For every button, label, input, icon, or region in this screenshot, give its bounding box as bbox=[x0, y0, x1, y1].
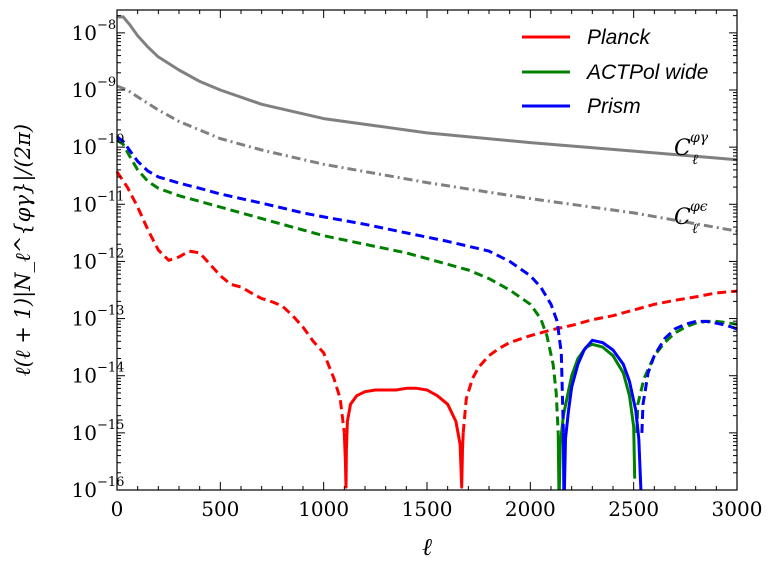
y-tick-exponent-6: −11 bbox=[97, 189, 124, 204]
series-prism-segment-1 bbox=[116, 135, 565, 433]
x-tick-label-2000: 2000 bbox=[505, 497, 556, 521]
y-tick-exponent-7: −10 bbox=[97, 132, 124, 147]
annotation-cl-phi-gamma-sub: ℓ bbox=[692, 152, 698, 168]
y-tick-label-1: 10 bbox=[72, 478, 97, 502]
annotation-cl-phi-gamma: C φγ ℓ bbox=[674, 130, 709, 168]
y-tick-label-8: 10 bbox=[72, 78, 97, 102]
y-tick-exponent-5: −12 bbox=[97, 246, 124, 261]
x-axis-label: ℓ bbox=[422, 533, 432, 561]
annotation-cl-phi-eps-sup: φϵ bbox=[690, 199, 708, 215]
y-tick-label-6: 10 bbox=[72, 192, 97, 216]
annotation-cl-phi-gamma-sup: φγ bbox=[690, 130, 709, 146]
annotation-cl-phi-eps-base: C bbox=[674, 205, 691, 230]
y-tick-label-9: 10 bbox=[72, 21, 97, 45]
legend-label-prism: Prism bbox=[587, 95, 641, 118]
legend-label-planck: Planck bbox=[587, 26, 652, 49]
x-tick-label-0: 0 bbox=[111, 497, 124, 521]
y-tick-label-3: 10 bbox=[72, 364, 97, 388]
legend: Planck ACTPol wide Prism bbox=[522, 26, 708, 118]
annotation-cl-phi-gamma-base: C bbox=[674, 136, 691, 161]
series-cl-phi-gamma-line bbox=[117, 15, 738, 162]
y-tick-exponent-3: −14 bbox=[97, 361, 124, 376]
series-cl-phi-eps-line bbox=[116, 84, 738, 233]
plot-frame bbox=[116, 9, 738, 491]
x-tick-label-3000: 3000 bbox=[712, 497, 763, 521]
series-layer bbox=[115, 15, 738, 491]
x-tick-label-1500: 1500 bbox=[402, 497, 453, 521]
y-axis-label: ℓ(ℓ + 1)|N_ℓ^{φγ}|/(2π) bbox=[11, 124, 36, 376]
y-tick-label-2: 10 bbox=[72, 421, 97, 445]
x-tick-label-500: 500 bbox=[201, 497, 239, 521]
x-tick-label-2500: 2500 bbox=[608, 497, 659, 521]
y-tick-label-5: 10 bbox=[72, 249, 97, 273]
y-tick-exponent-2: −15 bbox=[97, 418, 124, 433]
series-planck-segment-3 bbox=[461, 289, 738, 434]
annotation-cl-phi-eps-sub: ℓ bbox=[692, 221, 698, 237]
y-tick-label-4: 10 bbox=[72, 307, 97, 331]
x-tick-label-1000: 1000 bbox=[298, 497, 349, 521]
y-tick-exponent-4: −13 bbox=[97, 304, 124, 319]
series-prism-segment-4 bbox=[640, 319, 738, 433]
y-tick-exponent-9: −8 bbox=[97, 18, 116, 33]
legend-label-actpol: ACTPol wide bbox=[585, 61, 708, 84]
series-actpol-wide-segment-1 bbox=[116, 139, 560, 433]
series-actpol-wide-segment-4 bbox=[635, 319, 738, 433]
series-prism-segment-3 bbox=[562, 338, 643, 491]
y-tick-exponent-1: −16 bbox=[97, 475, 124, 490]
annotation-cl-phi-eps: C φϵ ℓ bbox=[674, 199, 708, 237]
y-tick-exponent-8: −9 bbox=[97, 75, 116, 90]
y-tick-label-7: 10 bbox=[72, 135, 97, 159]
series-planck-segment-2 bbox=[342, 386, 465, 489]
series-planck-segment-1 bbox=[115, 170, 346, 434]
